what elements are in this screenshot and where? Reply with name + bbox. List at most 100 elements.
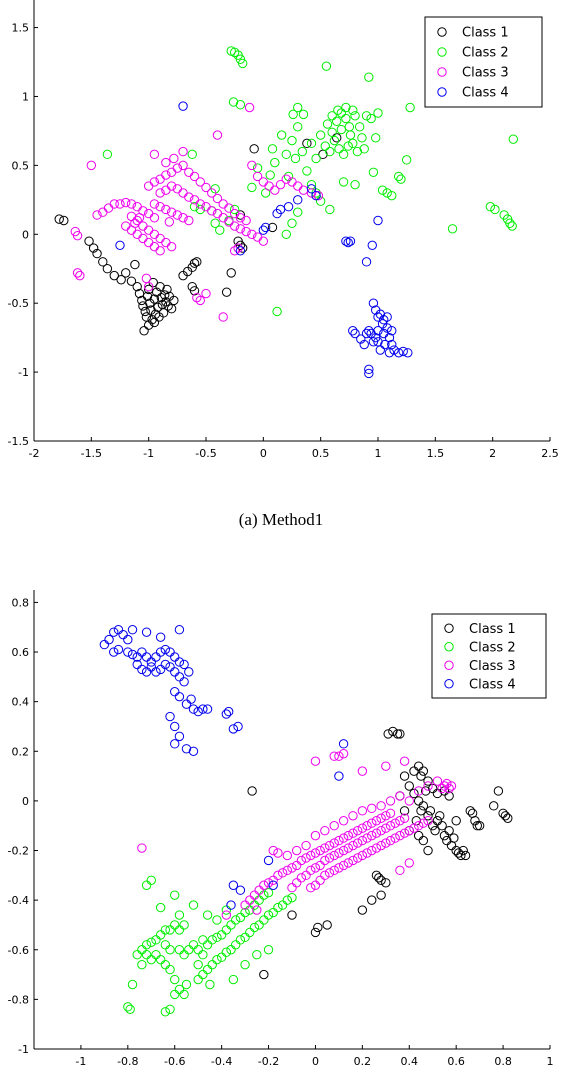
data-point xyxy=(226,900,236,910)
data-point xyxy=(334,751,344,761)
data-point xyxy=(127,649,138,660)
data-point xyxy=(160,1007,171,1017)
data-point xyxy=(170,721,180,732)
data-point xyxy=(423,845,433,856)
data-point xyxy=(155,664,166,675)
data-point xyxy=(380,339,390,350)
legend-marker xyxy=(437,27,447,37)
data-point xyxy=(254,895,264,905)
data-point xyxy=(430,825,440,836)
data-point xyxy=(350,179,360,190)
legend-label: Class 3 xyxy=(469,659,516,674)
data-point xyxy=(281,229,291,239)
data-point xyxy=(282,895,293,905)
data-point xyxy=(229,47,240,58)
legend-marker xyxy=(437,87,447,97)
data-point xyxy=(490,204,500,215)
data-point xyxy=(195,177,205,187)
legend-label: Class 2 xyxy=(462,46,509,61)
data-point xyxy=(88,243,99,253)
data-point xyxy=(287,135,297,146)
data-point xyxy=(451,845,461,856)
data-point xyxy=(149,149,160,160)
data-point xyxy=(352,825,363,836)
data-point xyxy=(254,920,264,930)
data-point xyxy=(268,880,278,890)
data-point xyxy=(320,855,330,866)
data-point xyxy=(265,170,275,180)
data-point xyxy=(334,863,344,873)
data-point xyxy=(361,257,372,267)
legend: Class 1 Class 2 Class 3 Class 4 xyxy=(431,613,547,699)
data-point xyxy=(338,177,349,187)
data-point xyxy=(357,806,368,816)
data-point xyxy=(418,766,429,776)
data-point xyxy=(374,873,384,883)
data-point xyxy=(345,130,356,140)
data-point xyxy=(350,328,360,339)
data-point xyxy=(287,218,297,228)
data-point xyxy=(123,634,133,645)
data-point xyxy=(306,850,316,861)
data-point xyxy=(382,323,392,333)
data-point xyxy=(302,166,312,176)
data-point xyxy=(283,171,294,182)
data-point xyxy=(472,821,482,831)
data-point xyxy=(338,845,349,856)
data-point xyxy=(334,144,344,154)
legend: Class 1 Class 2 Class 3 Class 4 xyxy=(424,16,543,108)
data-point xyxy=(223,706,234,717)
legend-label: Class 4 xyxy=(469,677,516,692)
data-point xyxy=(297,146,308,157)
data-point xyxy=(258,236,269,246)
data-point xyxy=(367,895,377,905)
x-tick-label: -1 xyxy=(143,447,154,460)
x-tick-label: -2 xyxy=(29,447,40,460)
data-point xyxy=(160,959,171,970)
series-class-4 xyxy=(115,101,413,379)
data-point xyxy=(306,865,316,876)
data-point xyxy=(231,940,241,950)
data-point xyxy=(149,294,160,304)
data-point xyxy=(371,828,382,838)
data-point xyxy=(263,878,274,888)
data-point xyxy=(160,644,171,655)
data-point xyxy=(54,214,64,224)
data-point xyxy=(138,301,148,311)
data-point xyxy=(116,275,126,285)
data-point xyxy=(164,217,175,227)
data-point xyxy=(165,945,175,955)
data-point xyxy=(395,791,405,801)
data-point xyxy=(174,925,185,935)
data-point xyxy=(212,915,222,925)
data-point xyxy=(423,776,433,786)
x-tick-label: -1 xyxy=(75,1055,86,1068)
data-point xyxy=(205,979,215,990)
data-point xyxy=(376,875,386,885)
data-point xyxy=(163,301,173,311)
y-tick-label: 0.4 xyxy=(12,696,30,709)
data-point xyxy=(268,875,278,885)
data-point xyxy=(264,181,274,191)
series-class-3 xyxy=(70,102,324,322)
data-point xyxy=(458,845,468,856)
data-point xyxy=(235,213,246,223)
data-point xyxy=(460,850,471,861)
data-point xyxy=(252,171,263,182)
data-point xyxy=(130,259,140,270)
data-point xyxy=(109,647,119,657)
data-point xyxy=(375,309,385,319)
data-point xyxy=(146,875,156,885)
data-point xyxy=(215,225,225,235)
data-point xyxy=(247,182,257,193)
data-point xyxy=(338,860,349,871)
data-point xyxy=(334,835,344,846)
data-point xyxy=(189,171,200,182)
data-point xyxy=(327,127,337,138)
data-point xyxy=(359,144,369,154)
data-point xyxy=(137,664,147,675)
data-point xyxy=(252,905,262,915)
data-point xyxy=(221,947,232,957)
data-point xyxy=(420,786,431,796)
data-point xyxy=(315,845,325,856)
